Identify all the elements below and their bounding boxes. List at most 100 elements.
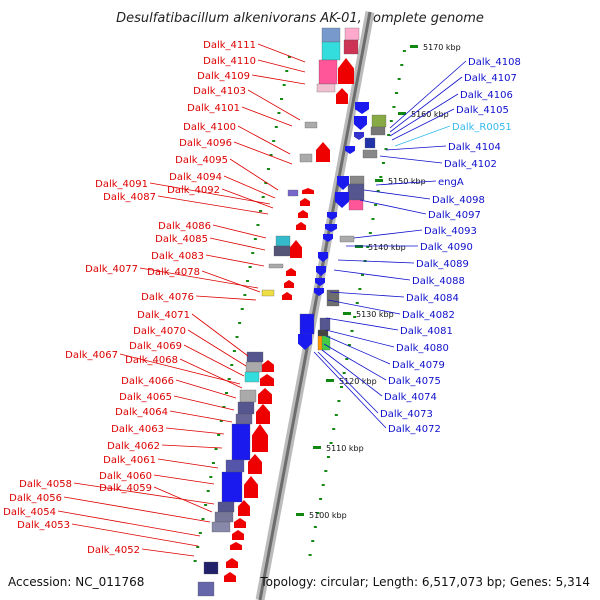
scale-dot-outer <box>334 414 338 416</box>
left-gene-labels: Dalk_4111 Dalk_4110 Dalk_4109 Dalk_4103 Dalk… <box>3 40 256 556</box>
scale-dot-inner <box>277 112 281 114</box>
gene-features <box>197 27 387 597</box>
scale-dot-outer <box>326 456 330 458</box>
scale-dot-inner <box>285 70 289 72</box>
scale-dot-outer <box>350 330 354 332</box>
kbp-tick-label: 5150 kbp <box>388 177 426 186</box>
gene-block <box>287 189 299 197</box>
kbp-tick-label: 5130 kbp <box>356 310 394 319</box>
gene-block <box>326 289 340 307</box>
gene-block <box>321 41 341 61</box>
leader-line <box>251 74 306 85</box>
scale-dot-outer <box>316 512 320 514</box>
leader-line <box>205 254 265 267</box>
kbp-tick-mark <box>343 312 351 315</box>
map-title: Desulfatibacillum alkenivorans AK-01, co… <box>116 11 484 26</box>
gene-label-left: Dalk_4068 <box>125 355 178 366</box>
gene-block <box>203 561 219 575</box>
scale-dot-inner <box>214 448 218 450</box>
leader-line <box>321 349 383 397</box>
leader-line <box>153 486 213 513</box>
scale-dot-inner <box>280 98 284 100</box>
gene-arrow-reverse <box>323 234 333 242</box>
scale-dot-inner <box>225 392 229 394</box>
gene-arrow-forward <box>260 374 274 386</box>
scale-dot-outer <box>329 442 333 444</box>
scale-dot-outer <box>353 316 357 318</box>
gene-block <box>370 126 386 136</box>
gene-label-right: Dalk_4072 <box>388 424 441 435</box>
gene-label-right: Dalk_4079 <box>392 360 445 371</box>
gene-block <box>197 581 215 597</box>
kbp-scale: 5170 kbp 5160 kbp 5150 kbp 5140 kbp 5130 kbp… <box>296 43 461 520</box>
gene-label-right: Dalk_4093 <box>424 226 477 237</box>
scale-dot-inner <box>287 56 291 58</box>
kbp-tick-label: 5110 kbp <box>326 444 364 453</box>
leader-line <box>389 60 467 129</box>
gene-label-left: Dalk_4067 <box>65 350 118 361</box>
gene-arrow-reverse <box>337 176 349 190</box>
leader-line <box>195 295 257 301</box>
leader-line <box>119 353 241 385</box>
leader-line <box>359 199 427 215</box>
gene-label-left: Dalk_4092 <box>167 185 220 196</box>
gene-block <box>362 149 378 159</box>
scale-dot-outer <box>366 246 370 248</box>
gene-block <box>318 59 338 85</box>
leader-line <box>153 474 215 485</box>
leader-line <box>237 125 291 155</box>
scale-dot-inner <box>274 126 278 128</box>
scale-dot-outer <box>332 428 336 430</box>
gene-arrow-forward <box>258 388 272 404</box>
leader-line <box>389 76 463 133</box>
gene-block <box>339 235 355 243</box>
scale-dot-outer <box>358 288 362 290</box>
gene-label-left: Dalk_4109 <box>197 71 250 82</box>
leader-line <box>389 93 459 137</box>
leader-line <box>139 267 259 289</box>
kbp-tick-mark <box>398 112 406 115</box>
gene-arrow-forward <box>230 542 242 550</box>
leader-line <box>337 259 415 264</box>
gene-arrow-forward <box>302 188 314 194</box>
leader-line <box>375 180 437 186</box>
gene-block <box>268 263 284 269</box>
gene-label-right: Dalk_4108 <box>468 57 521 68</box>
gene-label-left: Dalk_4087 <box>103 192 156 203</box>
gene-arrow-reverse <box>298 334 312 350</box>
gene-arrow-forward <box>316 142 330 162</box>
scale-dot-inner <box>264 182 268 184</box>
leader-line <box>363 189 431 200</box>
leader-line <box>385 145 447 151</box>
gene-label-right: Dalk_4104 <box>448 142 501 153</box>
scale-dot-inner <box>272 140 276 142</box>
leader-line <box>209 237 266 251</box>
gene-block <box>371 114 387 128</box>
scale-dot-inner <box>269 154 273 156</box>
gene-arrow-forward <box>290 240 302 258</box>
leader-line <box>141 548 195 557</box>
gene-block <box>231 423 251 461</box>
scale-dot-inner <box>248 266 252 268</box>
gene-block <box>317 329 329 337</box>
topology-text: Topology: circular; Length: 6,517,073 bp… <box>259 575 590 589</box>
gene-label-left: Dalk_4070 <box>133 326 186 337</box>
scale-dot-inner <box>251 252 255 254</box>
gene-arrow-reverse <box>318 252 328 262</box>
scale-dot-inner <box>253 238 257 240</box>
gene-label-left: Dalk_4078 <box>147 267 200 278</box>
scale-dot-inner <box>206 490 210 492</box>
leader-line <box>187 329 247 367</box>
gene-block <box>211 521 231 533</box>
gene-label-left: Dalk_4060 <box>99 471 152 482</box>
kbp-tick-mark <box>313 446 321 449</box>
gene-arrow-reverse <box>354 132 364 140</box>
leader-line <box>323 343 387 381</box>
gene-label-left: Dalk_4100 <box>183 122 236 133</box>
gene-block <box>239 389 257 403</box>
leader-line <box>221 188 274 209</box>
gene-arrow-reverse <box>345 146 355 154</box>
gene-label-left: Dalk_4063 <box>111 424 164 435</box>
leader-line <box>201 270 261 293</box>
gene-label-right: Dalk_4097 <box>428 210 481 221</box>
